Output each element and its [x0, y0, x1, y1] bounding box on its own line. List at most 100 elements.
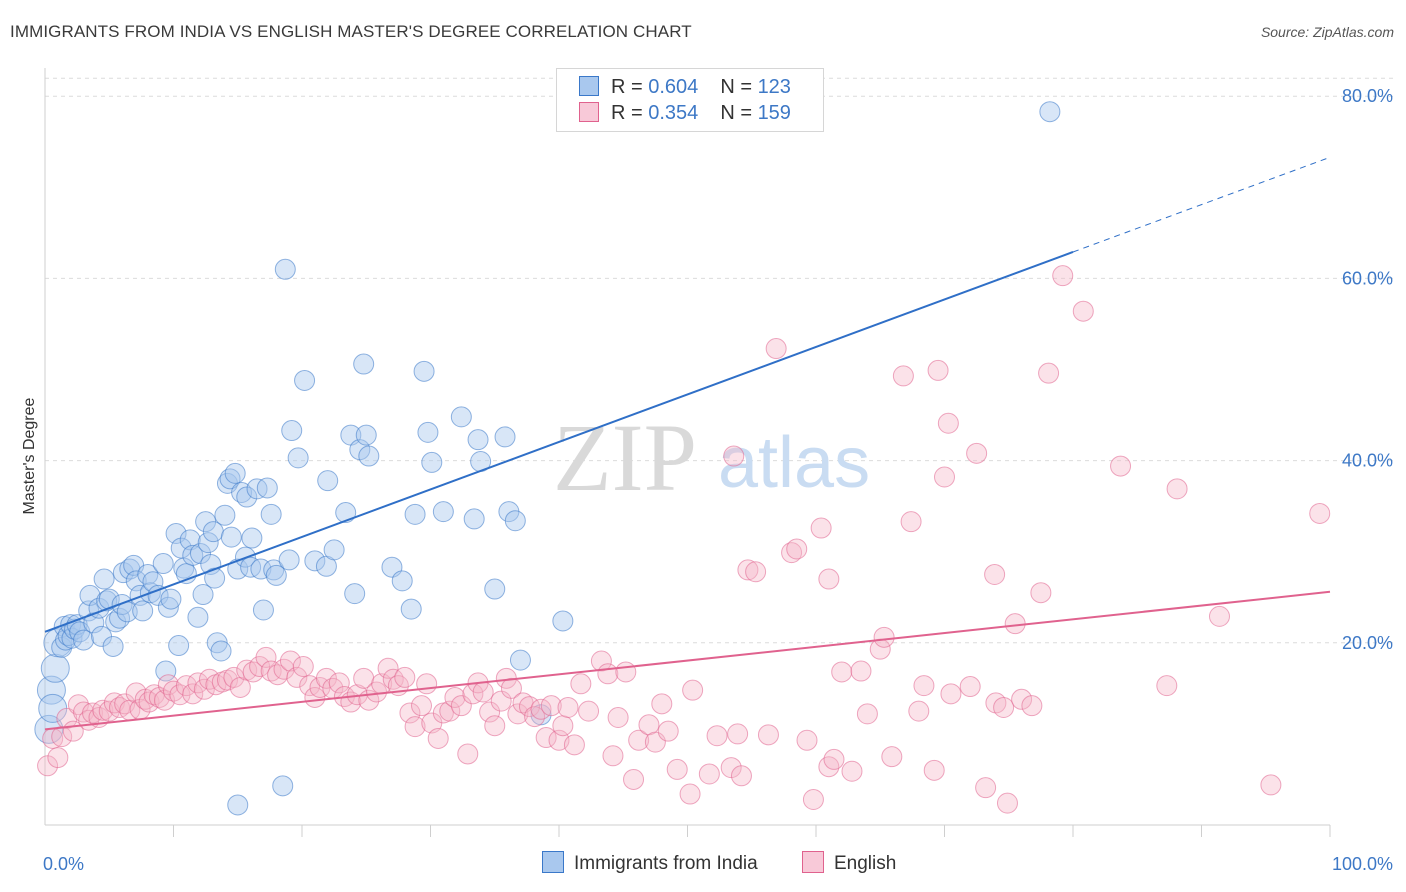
india-point [1039, 101, 1061, 123]
legend-n-value: 123 [757, 76, 791, 98]
india-point [400, 598, 422, 620]
bottom-legend-english: English [802, 851, 896, 875]
india-point [404, 503, 426, 525]
india-point [432, 501, 454, 523]
english-point [786, 538, 808, 560]
english-point [975, 777, 997, 799]
india-point [353, 353, 375, 375]
y-axis-label: Master's Degree [21, 397, 38, 514]
india-point [421, 451, 443, 473]
english-point [727, 723, 749, 745]
india-point [335, 502, 357, 524]
india-point [132, 600, 154, 622]
watermark-atlas: atlas [718, 423, 870, 503]
english-point [966, 442, 988, 464]
english-point [996, 792, 1018, 814]
india-point [417, 421, 439, 443]
english-point [182, 683, 204, 705]
english-point [841, 760, 863, 782]
india-point [317, 470, 339, 492]
english-point [255, 646, 277, 668]
india-point [227, 794, 249, 816]
english-point [1260, 774, 1282, 796]
english-point [92, 699, 114, 721]
english-point [472, 681, 494, 703]
india-point [272, 775, 294, 797]
legend-r-label: R = [611, 102, 649, 124]
india-point [40, 653, 70, 683]
english-point [706, 725, 728, 747]
english-point [535, 727, 557, 749]
legend-r-value: 0.604 [648, 76, 699, 98]
english-point [399, 702, 421, 724]
english-point [315, 667, 337, 689]
english-point [1110, 455, 1132, 477]
india-point [391, 570, 413, 592]
english-point [500, 677, 522, 699]
india-point [102, 635, 124, 657]
india-point [182, 544, 204, 566]
english-point [377, 657, 399, 679]
india-point [278, 549, 300, 571]
english-point [927, 359, 949, 381]
legend-r-label: R = [611, 76, 649, 98]
india-point [93, 568, 115, 590]
english-point [757, 724, 779, 746]
india-point [73, 629, 95, 651]
india-point [294, 369, 316, 391]
english-point [737, 559, 759, 581]
english-point [959, 676, 981, 698]
india-point [484, 578, 506, 600]
india-point [78, 600, 100, 622]
legend-n-label: N = [720, 102, 758, 124]
x-tick-label: 0.0% [43, 854, 84, 874]
english-point [923, 759, 945, 781]
english-point [1021, 695, 1043, 717]
english-point [730, 765, 752, 787]
trend-lines [44, 156, 1331, 731]
english-point [873, 626, 895, 648]
india-point [344, 583, 366, 605]
english-point [765, 338, 787, 360]
english-point [698, 763, 720, 785]
english-point [1156, 675, 1178, 697]
india-point [304, 550, 326, 572]
india-point [157, 596, 179, 618]
english-point [570, 673, 592, 695]
english-point [651, 693, 673, 715]
english-point [856, 703, 878, 725]
india-point [450, 406, 472, 428]
india-point [413, 360, 435, 382]
english-point [416, 673, 438, 695]
legend-n-label: N = [720, 76, 758, 98]
english-point [552, 715, 574, 737]
india-point [168, 635, 190, 657]
india-point [504, 510, 526, 532]
series-india-points [34, 101, 1061, 816]
y-tick-label: 20.0% [1342, 633, 1393, 653]
india-point [265, 564, 287, 586]
english-point [940, 683, 962, 705]
english-point [292, 655, 314, 677]
india-point [210, 640, 232, 662]
english-point [507, 703, 529, 725]
english-point [242, 661, 264, 683]
india-point [552, 610, 574, 632]
english-point [484, 715, 506, 737]
english-point [602, 745, 624, 767]
english-point [47, 747, 69, 769]
india-point [160, 588, 182, 610]
english-point [304, 686, 326, 708]
india-point [260, 503, 282, 525]
source-note: Source: ZipAtlas.com [1260, 24, 1394, 40]
india-point [197, 532, 219, 554]
english-point [193, 678, 215, 700]
english-trend-line [44, 590, 1331, 731]
india-point [467, 429, 489, 451]
english-point [187, 672, 209, 694]
english-point [563, 734, 585, 756]
english-point [286, 666, 308, 688]
y-tick-label: 60.0% [1342, 268, 1393, 288]
english-point [679, 783, 701, 805]
